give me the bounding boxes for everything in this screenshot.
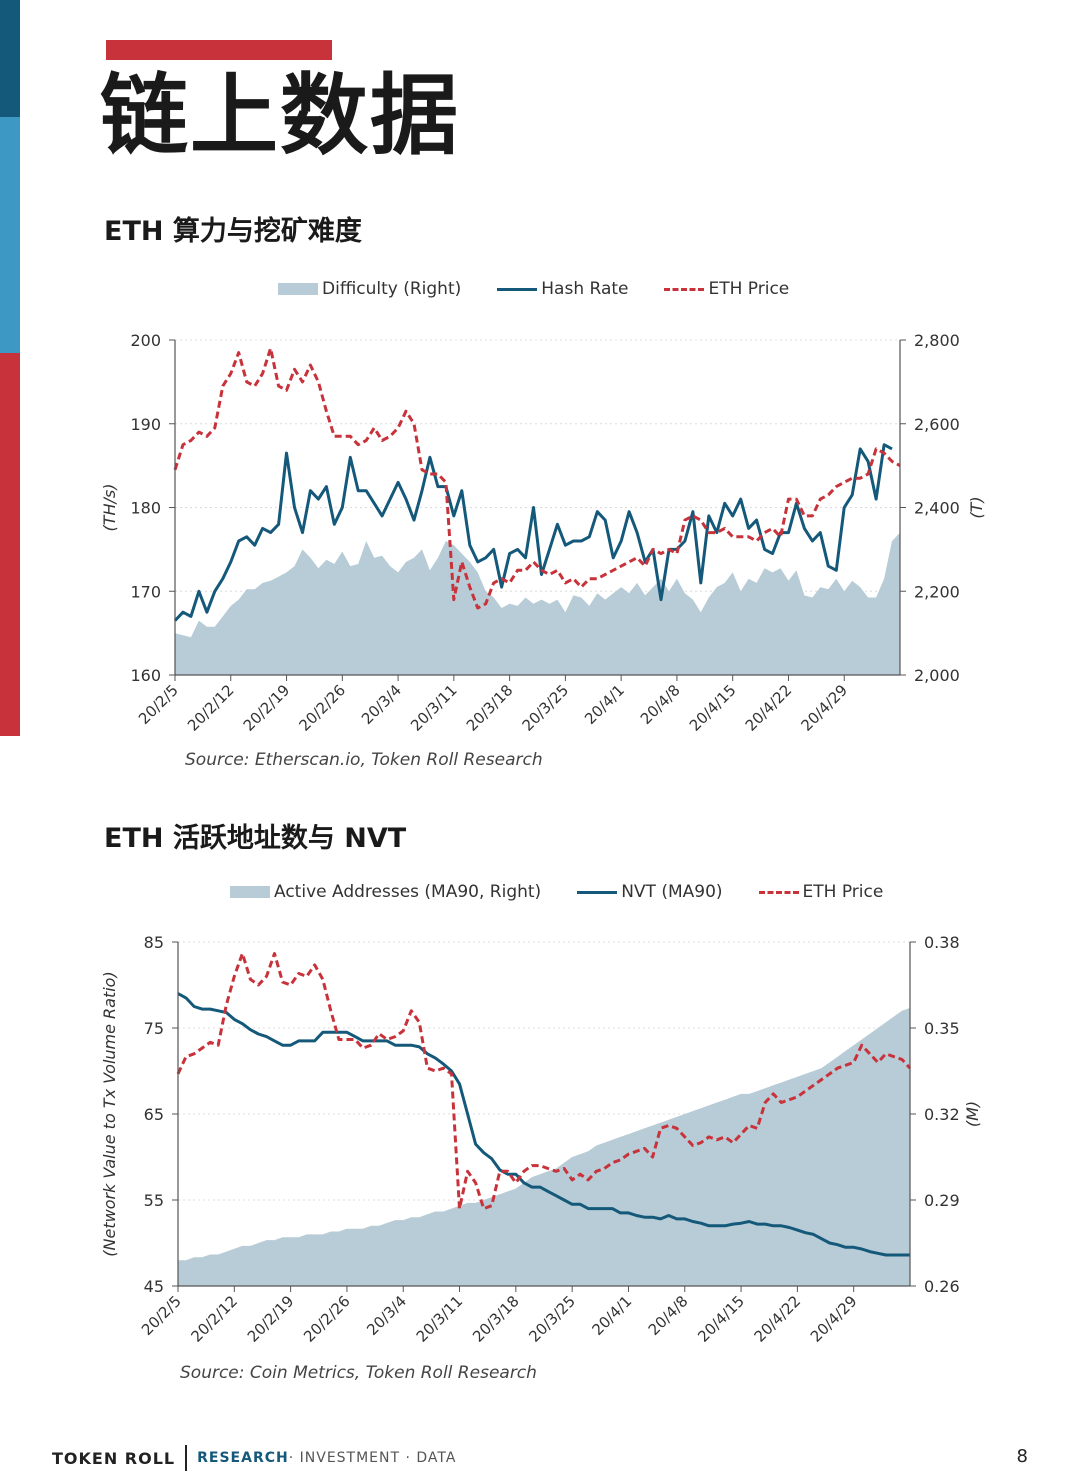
x-tick-label: 20/3/18: [463, 681, 517, 735]
footer-divider: [185, 1445, 188, 1471]
y-tick-label-right: 2,200: [914, 582, 960, 601]
series-line-primary: [177, 992, 910, 1257]
chart2-source: Source: Coin Metrics, Token Roll Researc…: [180, 1363, 537, 1383]
chart2-title: ETH 活跃地址数与 NVT: [104, 823, 407, 854]
legend-label: Difficulty (Right): [322, 279, 462, 299]
legend-label: Hash Rate: [541, 279, 629, 299]
y-tick-label-right: 2,000: [914, 666, 960, 685]
legend-item-active-addresses: Active Addresses (MA90, Right): [230, 882, 541, 902]
y-tick-label-right: 0.29: [924, 1191, 960, 1210]
sidebar-stripe-navy: [0, 0, 20, 117]
y-tick-label-left: 160: [130, 666, 161, 685]
x-tick-label: 20/4/1: [581, 681, 628, 728]
legend-swatch-line: [497, 287, 538, 291]
x-tick-label: 20/2/26: [296, 681, 350, 735]
legend-swatch-line: [577, 890, 618, 894]
y-tick-label-left: 180: [130, 499, 161, 518]
series-line-eth-price: [176, 952, 912, 1211]
chart1-legend: Difficulty (Right) Hash Rate ETH Price: [278, 277, 825, 301]
x-tick-label: 20/4/29: [807, 1292, 861, 1346]
chart1-plot: 200 2,800 190 2,600 180 2,400 170 2,200 160 2,000…: [100, 331, 986, 735]
y-tick-label-right: 0.35: [924, 1019, 960, 1038]
y-axis-title-right: (M): [963, 1101, 982, 1127]
y-tick-label-left: 75: [144, 1019, 164, 1038]
y-tick-label-right: 0.32: [924, 1105, 960, 1124]
footer-brand: TOKEN ROLL: [52, 1448, 176, 1468]
y-axis-title-left: (Network Value to Tx Volume Ratio): [100, 971, 119, 1256]
x-tick-label: 20/3/11: [407, 681, 461, 735]
legend-item-eth-price: ETH Price: [664, 279, 789, 299]
x-tick-label: 20/2/19: [240, 681, 294, 735]
x-tick-label: 20/3/4: [358, 681, 405, 728]
legend-item-nvt: NVT (MA90): [577, 882, 723, 902]
x-tick-label: 20/2/5: [138, 1292, 185, 1339]
x-tick-label: 20/3/25: [525, 1292, 579, 1346]
y-tick-label-left: 65: [144, 1105, 164, 1124]
series-line-eth-price: [173, 346, 901, 610]
legend-swatch-area: [230, 886, 270, 898]
x-tick-label: 20/2/12: [188, 1292, 242, 1346]
x-tick-label: 20/4/22: [742, 681, 796, 735]
legend-label: ETH Price: [802, 882, 884, 902]
series-area-0: [178, 1007, 910, 1286]
y-tick-label-left: 45: [144, 1277, 164, 1296]
y-tick-label-left: 85: [144, 933, 164, 952]
page-number: 8: [1016, 1446, 1028, 1467]
y-axis-title-right: (T): [967, 496, 986, 518]
title-accent-bar: [106, 40, 332, 60]
legend-swatch-area: [278, 283, 318, 295]
legend-swatch-dash: [664, 287, 705, 291]
y-tick-label-left: 190: [130, 415, 161, 434]
x-tick-label: 20/3/11: [413, 1292, 467, 1346]
x-tick-label: 20/4/1: [588, 1292, 635, 1339]
x-tick-label: 20/4/22: [751, 1292, 805, 1346]
sidebar-stripe-red: [0, 353, 20, 736]
x-tick-label: 20/4/8: [645, 1292, 692, 1339]
x-tick-label: 20/3/4: [363, 1292, 410, 1339]
footer-tagline: · INVESTMENT · DATA: [288, 1450, 457, 1466]
sidebar-stripe-blue: [0, 117, 20, 353]
legend-item-hashrate: Hash Rate: [497, 279, 628, 299]
x-tick-label: 20/4/8: [637, 681, 684, 728]
chart1-source: Source: Etherscan.io, Token Roll Researc…: [185, 750, 543, 770]
x-tick-label: 20/2/12: [184, 681, 238, 735]
legend-swatch-dash: [758, 890, 799, 894]
x-tick-label: 20/4/15: [686, 681, 740, 735]
x-tick-label: 20/2/19: [244, 1292, 298, 1346]
x-tick-label: 20/2/26: [300, 1292, 354, 1346]
x-tick-label: 20/3/25: [519, 681, 573, 735]
legend-label: NVT (MA90): [621, 882, 723, 902]
chart1-title: ETH 算力与挖矿难度: [104, 216, 362, 247]
legend-item-eth-price: ETH Price: [758, 882, 884, 902]
y-tick-label-right: 2,800: [914, 331, 960, 350]
chart2-legend: Active Addresses (MA90, Right) NVT (MA90…: [230, 880, 919, 904]
y-tick-label-right: 0.38: [924, 933, 960, 952]
legend-label: ETH Price: [708, 279, 790, 299]
x-tick-label: 20/4/15: [694, 1292, 748, 1346]
legend-item-difficulty: Difficulty (Right): [278, 279, 461, 299]
footer-research: RESEARCH: [197, 1450, 289, 1466]
y-tick-label-left: 200: [130, 331, 161, 350]
legend-label: Active Addresses (MA90, Right): [274, 882, 542, 902]
y-tick-label-right: 2,400: [914, 499, 960, 518]
y-axis-title-left: (TH/s): [100, 483, 119, 531]
x-tick-label: 20/2/5: [135, 681, 182, 728]
y-tick-label-right: 2,600: [914, 415, 960, 434]
footer: TOKEN ROLL RESEARCH · INVESTMENT · DATA: [52, 1445, 456, 1471]
y-tick-label-right: 0.26: [924, 1277, 960, 1296]
x-tick-label: 20/3/18: [469, 1292, 523, 1346]
y-tick-label-left: 170: [130, 582, 161, 601]
x-tick-label: 20/4/29: [797, 681, 851, 735]
series-line-primary: [173, 443, 893, 622]
series-area-0: [175, 532, 900, 675]
y-tick-label-left: 55: [144, 1191, 164, 1210]
page-title: 链上数据: [100, 64, 461, 167]
